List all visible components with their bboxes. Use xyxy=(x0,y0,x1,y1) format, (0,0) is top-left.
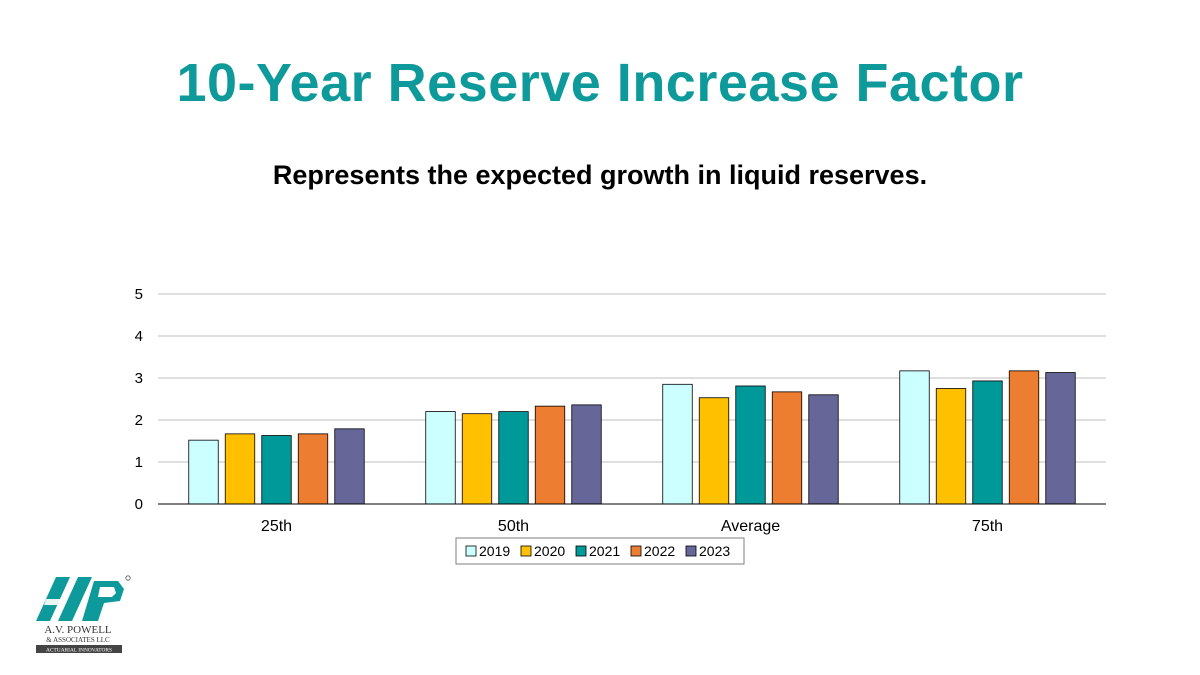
legend-label: 2023 xyxy=(699,543,730,559)
bar xyxy=(261,435,292,505)
bar xyxy=(534,405,566,505)
bar xyxy=(735,385,766,505)
bar xyxy=(498,411,529,505)
bar xyxy=(808,394,839,505)
x-tick-label: 50th xyxy=(498,518,529,535)
bar xyxy=(972,380,1003,505)
company-logo: A.V. POWELL & ASSOCIATES LLC ACTUARIAL I… xyxy=(36,575,131,653)
bar xyxy=(662,383,693,505)
y-tick-label: 1 xyxy=(135,454,143,471)
legend-swatch xyxy=(685,545,697,557)
bar-chart: 0 1 2 3 4 5 25th 50th Average 75th 2019 2020 2021 202… xyxy=(135,286,1106,565)
legend-label: 2020 xyxy=(534,543,565,559)
slide-subtitle: Represents the expected growth in liquid… xyxy=(272,160,928,190)
x-tick-label: 75th xyxy=(972,518,1003,535)
y-tick-label: 3 xyxy=(135,370,143,387)
slide-title: 10-Year Reserve Increase Factor xyxy=(176,53,1024,113)
bar xyxy=(1008,370,1040,505)
legend-label: 2021 xyxy=(589,543,620,559)
legend-label: 2019 xyxy=(479,543,510,559)
legend-swatch xyxy=(465,545,477,557)
bar xyxy=(899,370,930,505)
y-tick-label: 4 xyxy=(135,328,143,345)
bar xyxy=(1045,372,1076,505)
bar xyxy=(334,428,365,505)
x-tick-label: Average xyxy=(721,518,780,535)
bar xyxy=(425,411,456,505)
legend-swatch xyxy=(630,545,642,557)
bar xyxy=(935,388,967,505)
legend-swatch xyxy=(575,545,587,557)
y-tick-label: 5 xyxy=(135,286,143,303)
logo-tagline-bar xyxy=(36,645,122,653)
bar xyxy=(571,404,602,505)
bar xyxy=(461,413,493,505)
logo-sub: & ASSOCIATES LLC xyxy=(46,636,110,644)
x-tick-label: 25th xyxy=(261,518,292,535)
bar xyxy=(188,439,219,505)
logo-name: A.V. POWELL xyxy=(44,624,112,636)
bar xyxy=(698,397,730,505)
bar xyxy=(224,433,256,505)
logo-mark-icon xyxy=(36,575,131,621)
y-tick-label: 0 xyxy=(135,496,143,513)
bar xyxy=(771,391,803,505)
logo-tagline: ACTUARIAL INNOVATORS xyxy=(46,647,112,653)
legend-swatch xyxy=(520,545,532,557)
y-tick-label: 2 xyxy=(135,412,143,429)
legend-label: 2022 xyxy=(644,543,675,559)
bar xyxy=(297,433,329,505)
